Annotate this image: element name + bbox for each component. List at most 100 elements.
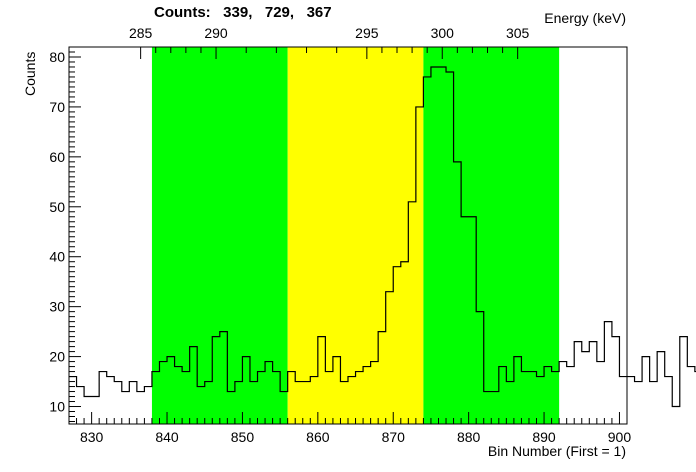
y-tick-label: 80 bbox=[49, 49, 65, 65]
top-tick-label: 290 bbox=[204, 25, 228, 41]
histogram-bin bbox=[182, 372, 190, 424]
histogram-bin bbox=[476, 312, 484, 424]
histogram-bin bbox=[159, 362, 167, 424]
histogram-series bbox=[69, 66, 696, 424]
x-tick-label: 880 bbox=[457, 429, 481, 445]
y-axis-label: Counts bbox=[22, 52, 38, 96]
histogram-bin bbox=[129, 382, 137, 424]
histogram-bin bbox=[589, 342, 597, 424]
histogram-bin bbox=[258, 372, 266, 424]
histogram-bin bbox=[401, 262, 409, 424]
y-tick-label: 30 bbox=[49, 299, 65, 315]
x-tick-label: 900 bbox=[608, 429, 632, 445]
histogram-bin bbox=[242, 357, 250, 424]
histogram-bin bbox=[521, 372, 529, 424]
y-tick-label: 50 bbox=[49, 199, 65, 215]
histogram-bin bbox=[280, 392, 288, 424]
counts-value-left: 339 bbox=[223, 4, 249, 21]
histogram-bin bbox=[310, 377, 318, 424]
histogram-bin bbox=[288, 372, 296, 424]
top-axis-label: Energy (keV) bbox=[544, 10, 626, 26]
histogram-bin bbox=[461, 217, 469, 424]
y-tick-label: 60 bbox=[49, 149, 65, 165]
x-tick-label: 830 bbox=[80, 429, 104, 445]
histogram-bin bbox=[416, 107, 424, 424]
histogram-bin bbox=[378, 332, 386, 424]
x-tick-label: 870 bbox=[382, 429, 406, 445]
histogram-bin bbox=[672, 407, 680, 424]
histogram-bin bbox=[273, 372, 281, 424]
region-peak bbox=[287, 47, 424, 424]
histogram-bin bbox=[514, 357, 522, 424]
histogram-bin bbox=[491, 392, 499, 424]
histogram-bin bbox=[363, 367, 371, 424]
histogram-bin bbox=[99, 372, 107, 424]
histogram-bin bbox=[469, 217, 477, 424]
x-tick-label: 850 bbox=[231, 429, 255, 445]
histogram-bin bbox=[371, 362, 379, 424]
histogram-bin bbox=[220, 332, 228, 424]
histogram-bin bbox=[340, 382, 348, 424]
histogram-bin bbox=[423, 77, 431, 424]
histogram-bin bbox=[408, 202, 416, 424]
histogram-bin bbox=[627, 377, 635, 424]
counts-label: Counts: bbox=[154, 4, 211, 21]
histogram-bin bbox=[197, 387, 205, 424]
y-axis: 10 20 30 40 50 60 70 80 bbox=[49, 46, 81, 423]
histogram-bin bbox=[152, 372, 160, 424]
histogram-bin bbox=[92, 397, 100, 424]
region-background-right bbox=[423, 47, 560, 424]
histogram-bin bbox=[190, 347, 198, 424]
histogram-bin bbox=[446, 72, 454, 424]
histogram-bin bbox=[386, 292, 394, 424]
x-tick-label: 860 bbox=[306, 429, 330, 445]
histogram-bin bbox=[552, 372, 560, 424]
histogram-bin bbox=[175, 367, 183, 424]
histogram-bin bbox=[559, 362, 567, 424]
histogram-bin bbox=[454, 162, 462, 424]
histogram-bin bbox=[650, 382, 658, 424]
histogram-bin bbox=[227, 392, 235, 424]
histogram-bin bbox=[657, 352, 665, 424]
histogram-bin bbox=[265, 362, 273, 424]
x-tick-label: 840 bbox=[155, 429, 179, 445]
histogram-bin bbox=[597, 362, 605, 424]
histogram-bin bbox=[348, 377, 356, 424]
histogram-bin bbox=[250, 382, 258, 424]
histogram-bin bbox=[529, 372, 537, 424]
histogram-bin bbox=[144, 387, 152, 424]
y-tick-label: 10 bbox=[49, 399, 65, 415]
histogram-bin bbox=[642, 357, 650, 424]
histogram-bin bbox=[295, 382, 303, 424]
histogram-bin bbox=[325, 372, 333, 424]
histogram-bin bbox=[122, 392, 130, 424]
histogram-bin bbox=[438, 67, 446, 424]
histogram-bin bbox=[356, 372, 364, 424]
histogram-bin bbox=[635, 382, 643, 424]
histogram-bin bbox=[506, 382, 514, 424]
histogram-bin bbox=[235, 382, 243, 424]
x-axis: 830 840 850 860 870 880 890 900 bbox=[68, 412, 632, 445]
histogram-bin bbox=[687, 367, 695, 424]
histogram-bin bbox=[499, 367, 507, 424]
y-tick-label: 70 bbox=[49, 99, 65, 115]
counts-title: Counts: 339, 729, 367 bbox=[154, 4, 332, 21]
histogram-bin bbox=[544, 367, 552, 424]
histogram-line bbox=[69, 66, 696, 408]
histogram-bin bbox=[393, 267, 401, 424]
histogram-bin bbox=[167, 357, 175, 424]
histogram-bin bbox=[612, 337, 620, 424]
histogram-bin bbox=[567, 367, 575, 424]
histogram-bin bbox=[665, 377, 673, 424]
y-tick-label: 40 bbox=[49, 249, 65, 265]
histogram-bin bbox=[77, 387, 85, 424]
top-tick-label: 300 bbox=[431, 25, 455, 41]
histogram-bin bbox=[303, 382, 311, 424]
x-tick-label: 890 bbox=[532, 429, 556, 445]
histogram-bin bbox=[680, 337, 688, 424]
histogram-bin bbox=[107, 377, 115, 424]
counts-value-peak: 729 bbox=[264, 4, 290, 21]
counts-value-right: 367 bbox=[306, 4, 332, 21]
histogram-bin bbox=[537, 377, 545, 424]
